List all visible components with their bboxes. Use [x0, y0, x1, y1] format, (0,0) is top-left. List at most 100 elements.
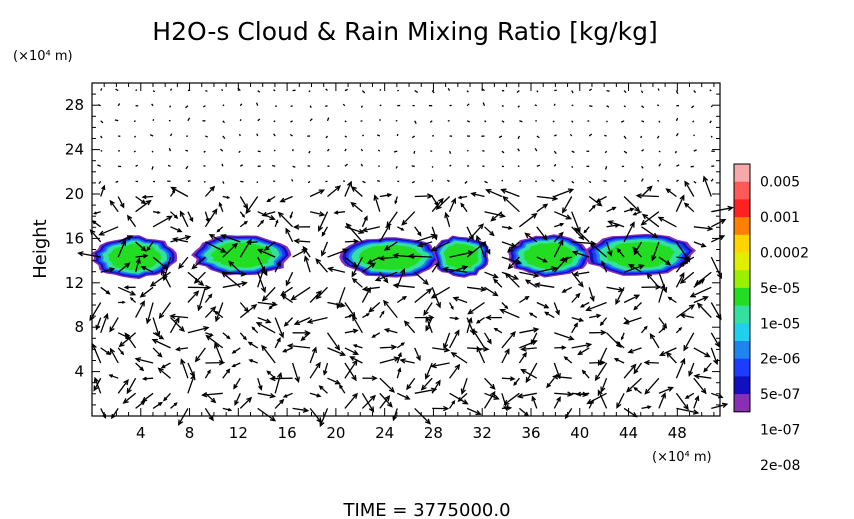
wind-arrowhead [542, 258, 548, 263]
wind-arrowhead [209, 332, 214, 337]
wind-arrowhead [450, 306, 454, 311]
wind-arrowhead [285, 280, 291, 287]
wind-arrow [606, 206, 616, 213]
wind-arrowhead [225, 368, 231, 374]
wind-arrow [525, 232, 538, 243]
wind-arrowhead [601, 260, 606, 266]
wind-arrow [304, 256, 311, 273]
wind-arrowhead [173, 402, 178, 407]
wind-arrowhead [228, 260, 235, 267]
wind-arrowhead [404, 394, 411, 400]
wind-arrow [187, 117, 191, 122]
wind-arrowhead [486, 338, 492, 345]
wind-arrowhead [579, 303, 585, 308]
wind-arrow [351, 256, 363, 277]
wind-arrowhead [184, 235, 192, 241]
wind-arrow [185, 149, 189, 152]
wind-arrowhead [277, 211, 284, 218]
wind-arrowhead [234, 400, 239, 406]
wind-arrowhead [251, 303, 258, 310]
wind-arrow [362, 134, 365, 137]
wind-arrowhead [454, 316, 460, 321]
wind-arrow [379, 377, 395, 393]
wind-arrowhead [149, 281, 157, 287]
x-tick-label: 8 [185, 424, 195, 442]
wind-arrow [114, 119, 119, 122]
wind-arrowhead [89, 314, 95, 322]
wind-arrow [608, 220, 625, 228]
wind-arrowhead [231, 349, 237, 354]
wind-arrowhead [483, 346, 490, 352]
x-tick-label: 12 [229, 424, 248, 442]
wind-arrow [684, 181, 695, 197]
wind-arrow [117, 262, 130, 273]
wind-arrow [319, 408, 329, 427]
wind-arrowhead [333, 210, 339, 215]
x-tick-label: 16 [278, 424, 297, 442]
wind-arrowhead [403, 320, 410, 327]
wind-arrowhead [93, 385, 99, 392]
wind-arrowhead [242, 336, 247, 341]
wind-arrowhead [120, 351, 125, 356]
wind-arrow [377, 179, 380, 183]
wind-arrowhead [426, 288, 433, 294]
wind-arrow [257, 150, 261, 153]
wind-arrow [170, 226, 182, 233]
wind-arrow [375, 271, 398, 281]
wind-arrowhead [515, 259, 522, 265]
wind-arrow [449, 330, 460, 349]
wind-arrowhead [390, 344, 398, 350]
wind-arrow [603, 179, 607, 183]
wind-arrow [606, 120, 608, 123]
wind-arrowhead [369, 394, 376, 401]
wind-arrowhead [462, 399, 469, 405]
wind-arrow [657, 88, 660, 91]
wind-arrowhead [525, 376, 531, 384]
wind-arrowhead [528, 312, 533, 317]
wind-arrow [203, 164, 206, 167]
wind-arrow [202, 105, 206, 108]
wind-arrow [553, 163, 557, 167]
wind-arrowhead [502, 195, 509, 202]
wind-arrow [466, 318, 472, 333]
wind-arrow [228, 261, 241, 273]
wind-arrowhead [684, 395, 690, 399]
wind-arrow [273, 133, 276, 137]
wind-arrow [572, 251, 590, 258]
wind-arrowhead [255, 321, 263, 328]
wind-arrowhead [683, 202, 690, 208]
wind-arrow [544, 311, 555, 319]
wind-arrowhead [157, 352, 163, 358]
wind-arrow [401, 211, 416, 226]
wind-arrow [580, 301, 590, 308]
wind-arrow [117, 235, 133, 243]
wind-arrowhead [276, 336, 281, 343]
wind-arrowhead [203, 325, 210, 332]
wind-arrow [187, 375, 195, 394]
wind-arrow [100, 120, 104, 124]
wind-arrow [315, 258, 328, 273]
wind-arrow [666, 352, 677, 364]
wind-arrow [675, 359, 685, 379]
wind-arrow [534, 147, 538, 152]
wind-arrowhead [651, 255, 657, 262]
wind-arrow [449, 364, 460, 379]
wind-arrowhead [493, 394, 500, 400]
wind-arrowhead [392, 415, 397, 422]
wind-arrow [152, 339, 171, 349]
wind-arrowhead [546, 383, 551, 389]
wind-arrow [146, 241, 154, 251]
wind-arrowhead [129, 297, 134, 301]
wind-arrow [571, 316, 583, 322]
wind-arrow [195, 347, 206, 362]
wind-arrowhead [633, 368, 639, 375]
wind-arrowhead [678, 327, 683, 331]
wind-arrow [632, 247, 642, 258]
wind-arrow [290, 120, 293, 123]
wind-arrow [219, 148, 224, 152]
wind-arrow [421, 377, 433, 391]
wind-arrow [273, 149, 276, 152]
wind-arrow [124, 333, 137, 349]
wind-arrowhead [162, 397, 168, 402]
wind-arrow [309, 211, 325, 216]
